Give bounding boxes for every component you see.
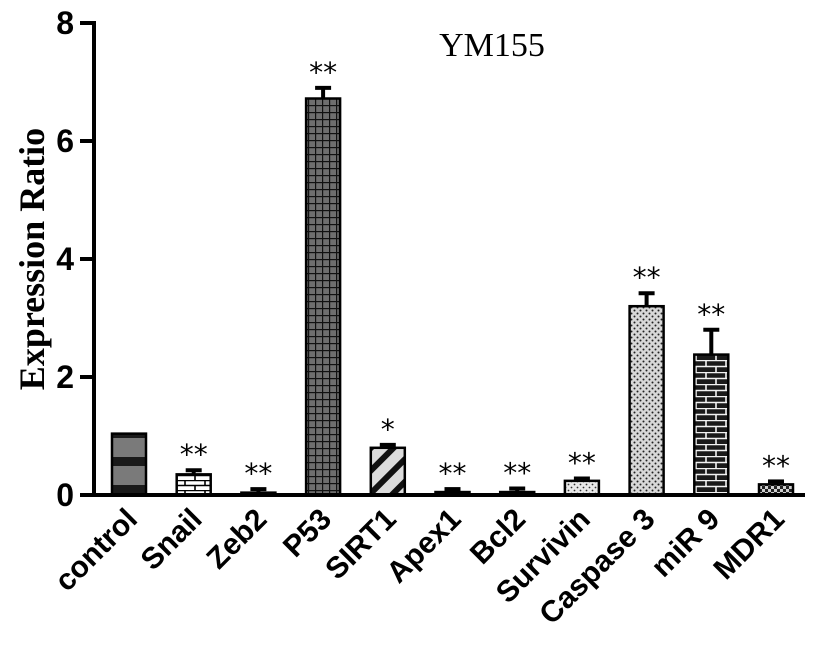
chart-title: YM155 bbox=[439, 27, 545, 64]
significance-marker: ** bbox=[697, 298, 725, 331]
significance-marker: ** bbox=[180, 438, 208, 471]
y-tick-label: 4 bbox=[56, 241, 74, 277]
x-tick-label: MDR1 bbox=[708, 503, 791, 586]
bar-snail bbox=[175, 473, 212, 497]
y-tick-label: 2 bbox=[56, 359, 74, 395]
y-tick-label: 8 bbox=[56, 5, 74, 41]
significance-marker: ** bbox=[633, 261, 661, 294]
significance-marker: ** bbox=[568, 446, 596, 479]
significance-marker: * bbox=[381, 413, 395, 446]
x-tick-label: Apex1 bbox=[380, 503, 467, 590]
bars: ********* ** ******** bbox=[110, 56, 795, 497]
x-tick-label: miR 9 bbox=[645, 503, 726, 584]
bar-caspase-3 bbox=[628, 304, 665, 497]
x-tick-label: Zeb2 bbox=[200, 503, 273, 576]
y-axis: 0 2 4 6 8 bbox=[56, 5, 96, 513]
bar-sirt1 bbox=[369, 446, 407, 497]
bar-control bbox=[110, 432, 148, 497]
x-tick-label: Snail bbox=[135, 503, 209, 577]
bar-p53 bbox=[304, 97, 342, 497]
significance-marker: ** bbox=[244, 457, 272, 490]
x-tick-label: control bbox=[49, 503, 144, 598]
y-axis-label: Expression Ratio bbox=[12, 128, 52, 390]
significance-marker: ** bbox=[439, 457, 467, 490]
significance-marker: ** bbox=[309, 56, 337, 89]
bar-mir-9 bbox=[693, 353, 730, 497]
bar-survivin bbox=[563, 479, 601, 497]
y-tick-label: 6 bbox=[56, 123, 74, 159]
significance-marker: ** bbox=[762, 449, 790, 482]
significance-marker: ** bbox=[503, 457, 531, 490]
y-tick-label: 0 bbox=[56, 477, 74, 513]
